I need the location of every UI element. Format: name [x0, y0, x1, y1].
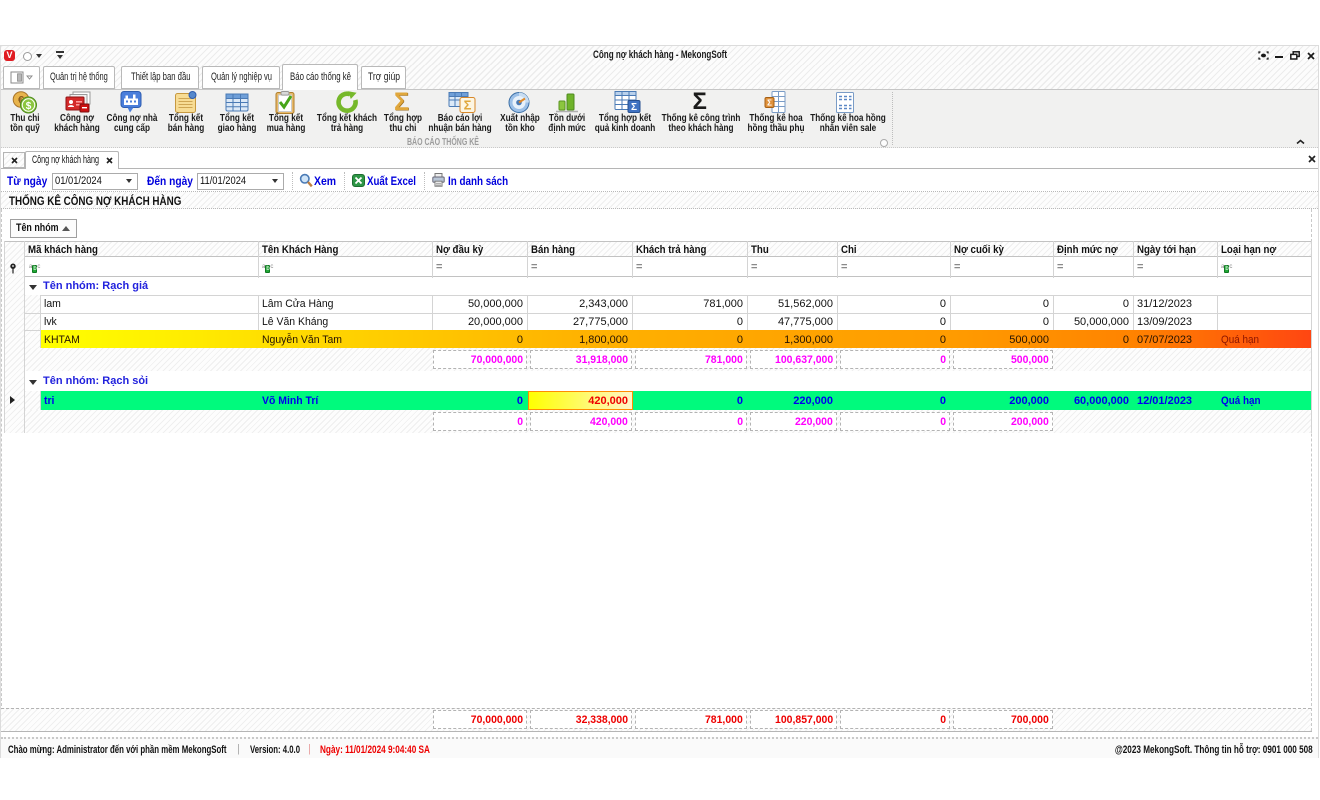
svg-text:Σ: Σ [464, 98, 472, 113]
svg-text:Σ: Σ [631, 102, 637, 113]
svg-text:$: $ [26, 101, 32, 112]
svg-text:€: € [18, 95, 24, 107]
svg-text:Σ: Σ [767, 99, 772, 108]
